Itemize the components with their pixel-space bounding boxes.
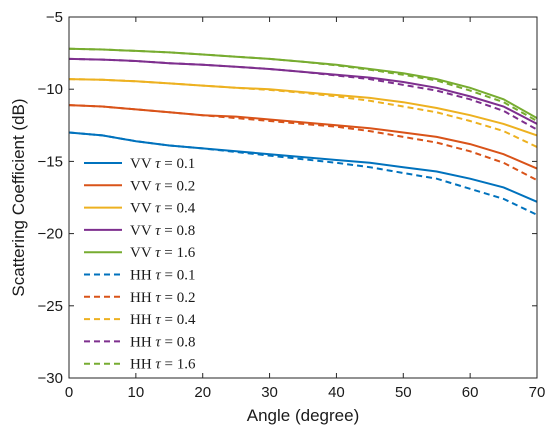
legend-label: HH τ = 0.8 (130, 334, 196, 350)
legend-label: VV τ = 0.2 (130, 178, 195, 194)
legend: VV τ = 0.1 VV τ = 0.2 VV τ = 0.4 VV τ = 0.8… (84, 156, 196, 373)
y-axis-title: Scattering Coefficient (dB) (9, 98, 28, 296)
x-tick-label: 0 (65, 384, 73, 401)
series-line-hh-8 (68, 57, 538, 131)
legend-label: HH τ = 0.2 (130, 290, 196, 306)
legend-label: VV τ = 0.8 (130, 223, 195, 239)
plot-frame (68, 16, 538, 379)
y-tick-label: −25 (38, 298, 63, 315)
series-layer (68, 47, 538, 216)
x-tick-label: 20 (194, 384, 211, 401)
y-tick-label: −20 (38, 226, 63, 243)
x-tick-label: 60 (462, 384, 479, 401)
legend-label: VV τ = 1.6 (130, 245, 196, 261)
series-line-hh-7 (68, 78, 538, 148)
x-tick-label: 10 (128, 384, 145, 401)
legend-label: HH τ = 0.4 (130, 312, 196, 328)
series-line-hh-9 (68, 47, 538, 122)
legend-label: VV τ = 0.1 (130, 156, 195, 172)
y-tick-label: −10 (38, 81, 63, 98)
legend-label: HH τ = 1.6 (130, 357, 196, 373)
x-axis-title: Angle (degree) (247, 406, 359, 425)
y-tick-label: −5 (46, 9, 63, 26)
ticks-layer: 0 10 20 30 40 50 60 70 −30 −25 −20 −15 −10 −5 (38, 9, 546, 401)
series-line-hh-6 (68, 104, 538, 182)
x-tick-label: 30 (261, 384, 278, 401)
series-line-vv-1 (68, 104, 538, 170)
x-tick-label: 70 (529, 384, 546, 401)
x-tick-label: 50 (395, 384, 412, 401)
y-tick-label: −30 (38, 370, 63, 387)
y-tick-label: −15 (38, 153, 63, 170)
series-line-vv-4 (68, 47, 538, 119)
series-line-vv-0 (68, 131, 538, 203)
x-tick-label: 40 (328, 384, 345, 401)
series-line-hh-5 (68, 131, 538, 216)
legend-label: VV τ = 0.4 (130, 201, 196, 217)
legend-label: HH τ = 0.1 (130, 268, 196, 284)
